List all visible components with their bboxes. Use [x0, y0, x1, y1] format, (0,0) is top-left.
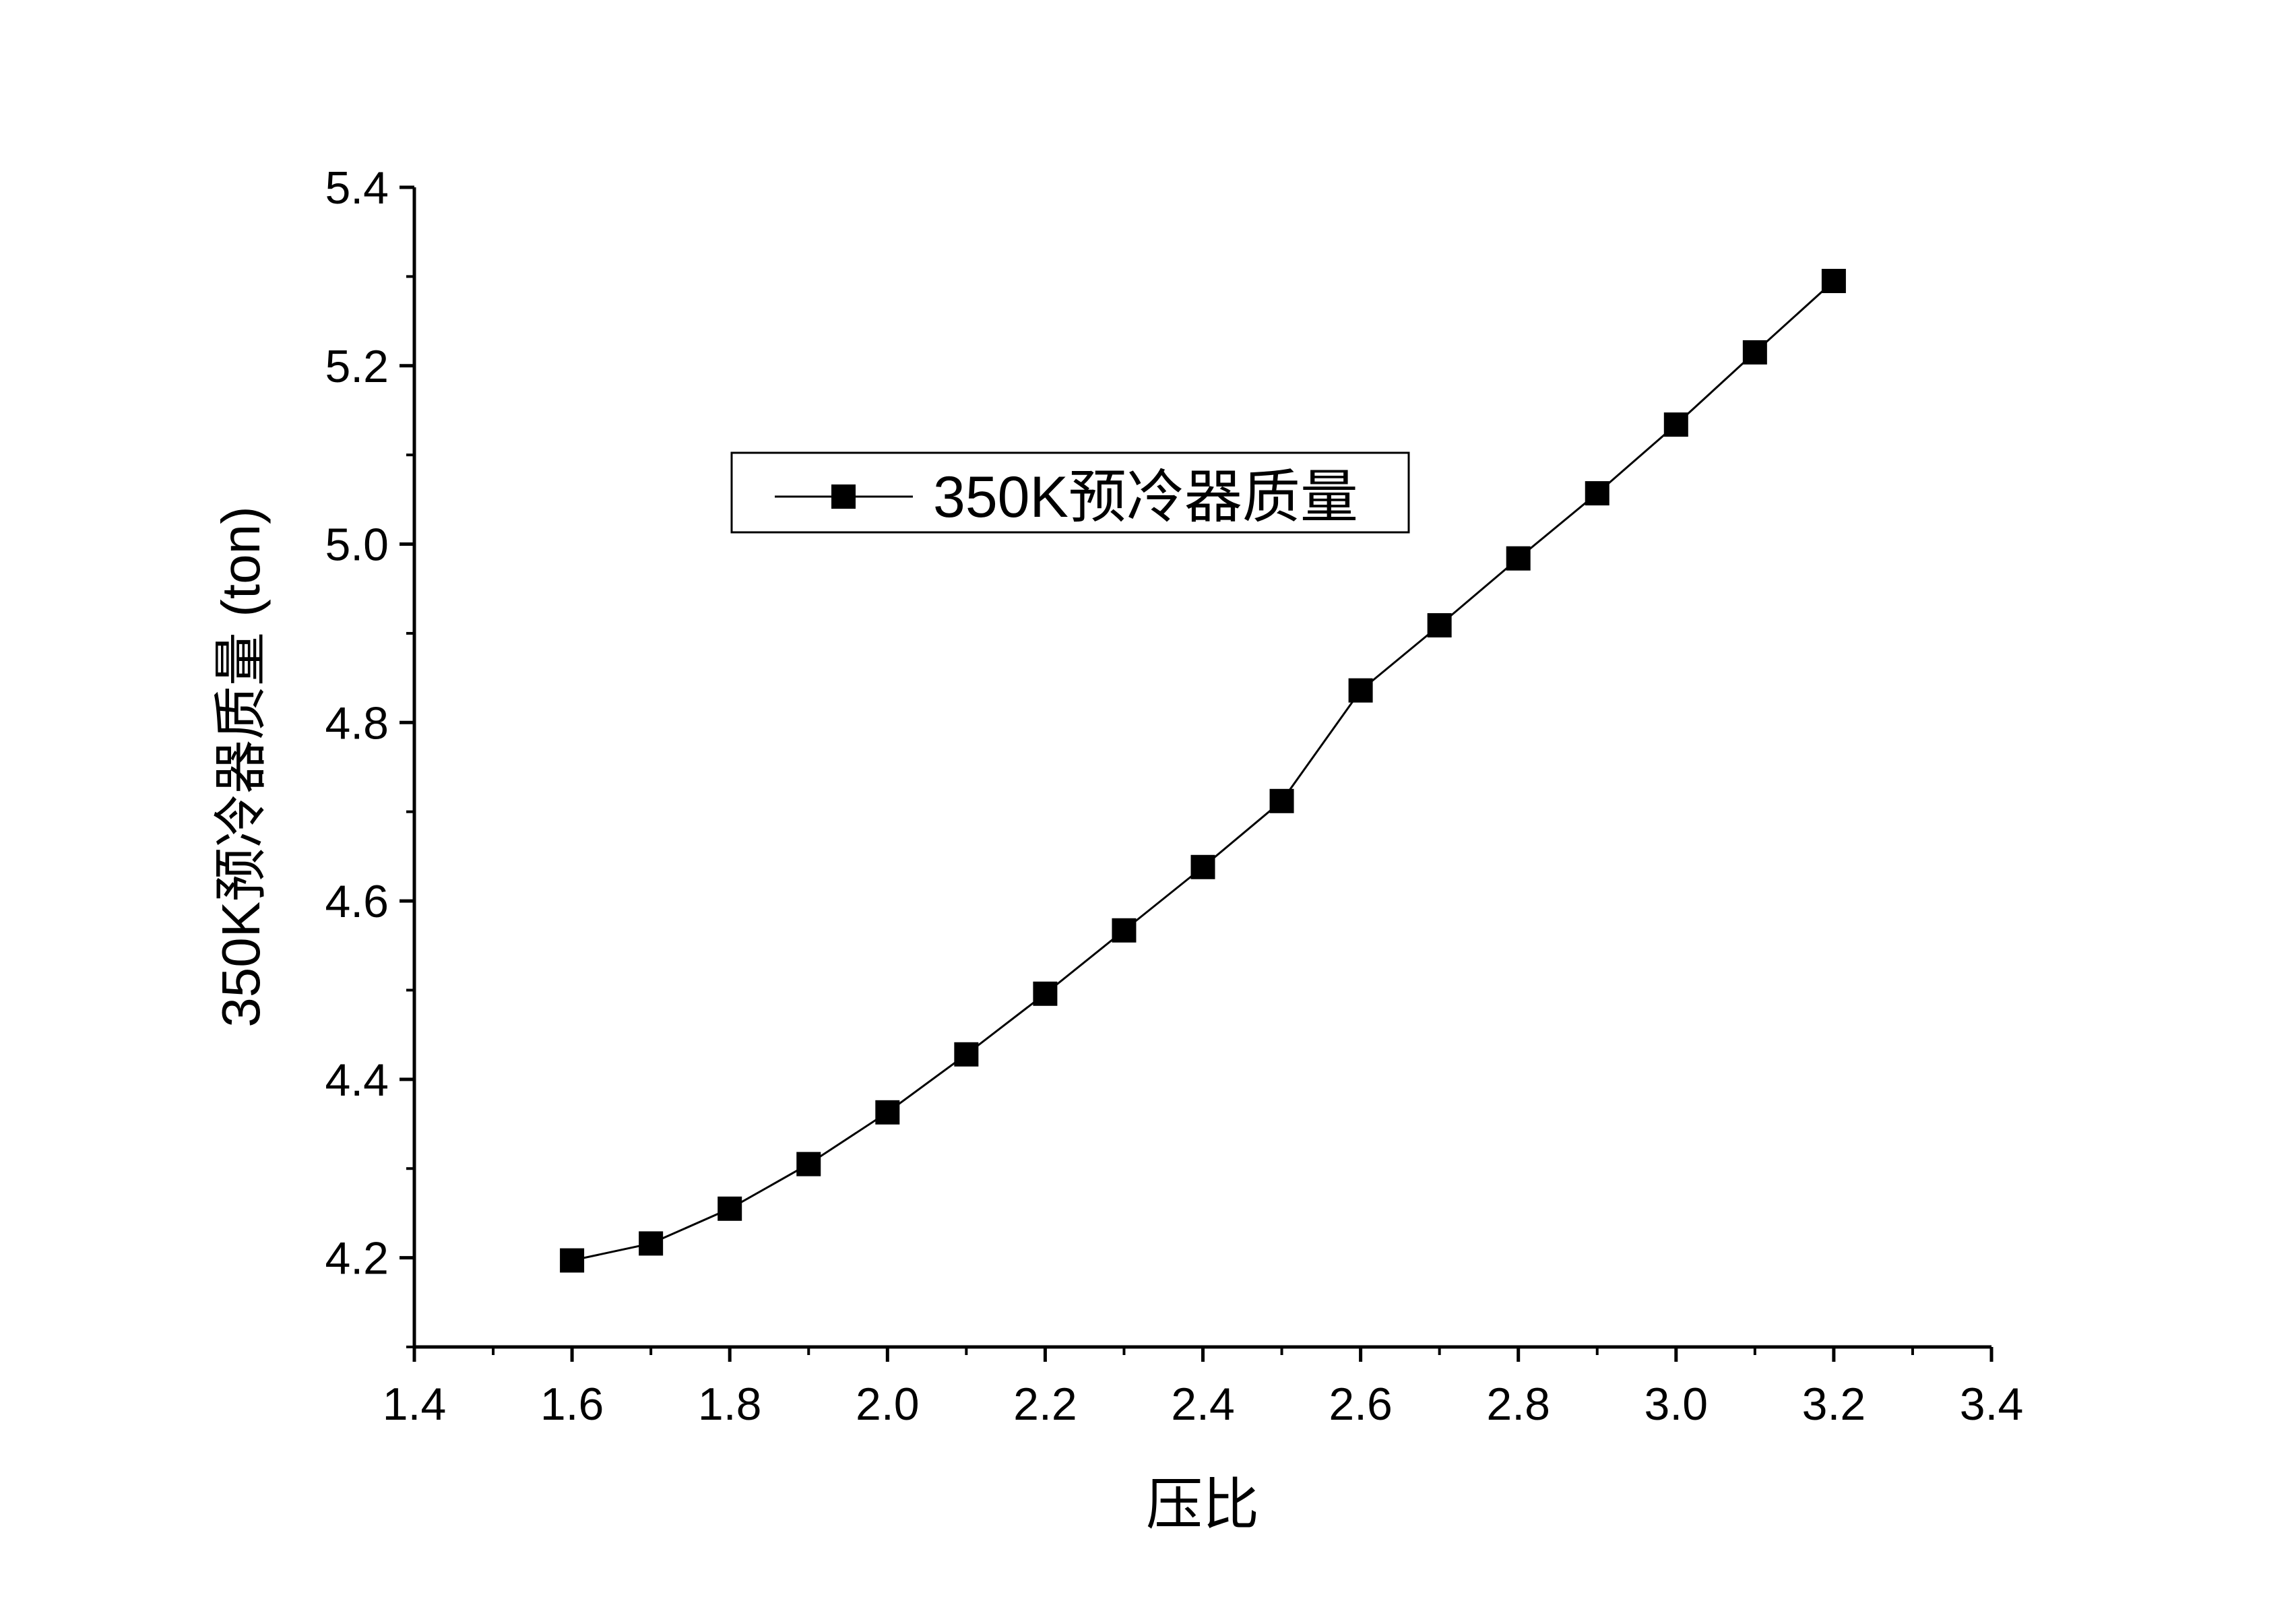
legend: 350K预冷器质量	[730, 451, 1410, 534]
legend-marker	[831, 484, 856, 509]
data-point	[1663, 412, 1688, 437]
data-point	[718, 1196, 742, 1221]
x-axis-title: 压比	[1146, 1472, 1259, 1538]
data-point	[1427, 613, 1452, 638]
y-tick-label: 4.4	[325, 1055, 389, 1106]
x-tick-label: 2.0	[856, 1379, 920, 1430]
y-tick-label: 4.6	[325, 876, 389, 927]
y-tick-label: 5.0	[325, 520, 389, 571]
x-tick-label: 1.6	[540, 1379, 604, 1430]
x-axis-ticks: 1.4 1.6 1.8 2.0 2.2 2.4 2.6 2.8 3.0 3.2 3.4	[383, 1347, 2024, 1430]
y-tick-label: 5.2	[325, 341, 389, 392]
x-tick-label: 2.8	[1486, 1379, 1550, 1430]
x-tick-label: 3.2	[1802, 1379, 1866, 1430]
data-point	[560, 1248, 585, 1273]
data-point	[1033, 981, 1058, 1006]
y-axis-title: 350K预冷器质量 (ton)	[211, 506, 271, 1028]
x-tick-label: 1.4	[383, 1379, 447, 1430]
series-line	[571, 280, 1835, 1262]
data-point	[1348, 678, 1373, 703]
data-point	[1190, 854, 1215, 879]
data-point	[639, 1231, 664, 1256]
data-point	[1506, 546, 1531, 571]
legend-label: 350K预冷器质量	[933, 465, 1358, 530]
x-tick-label: 2.4	[1171, 1379, 1235, 1430]
x-tick-label: 2.6	[1329, 1379, 1393, 1430]
y-tick-label: 4.8	[325, 697, 389, 749]
y-axis-ticks: 4.2 4.4 4.6 4.8 5.0 5.2 5.4	[325, 162, 414, 1348]
x-tick-label: 3.4	[1960, 1379, 2024, 1430]
x-tick-label: 1.8	[698, 1379, 762, 1430]
y-tick-label: 5.4	[325, 162, 389, 214]
data-point	[1112, 918, 1137, 943]
data-point	[1742, 340, 1767, 365]
data-point	[796, 1152, 821, 1176]
data-point	[1269, 788, 1294, 813]
data-point	[875, 1100, 900, 1125]
plot-series	[560, 269, 1846, 1273]
data-point	[1821, 269, 1846, 294]
y-tick-label: 4.2	[325, 1233, 389, 1284]
x-tick-label: 3.0	[1645, 1379, 1709, 1430]
data-point	[954, 1042, 979, 1067]
data-point	[1585, 481, 1609, 506]
x-tick-label: 2.2	[1013, 1379, 1077, 1430]
